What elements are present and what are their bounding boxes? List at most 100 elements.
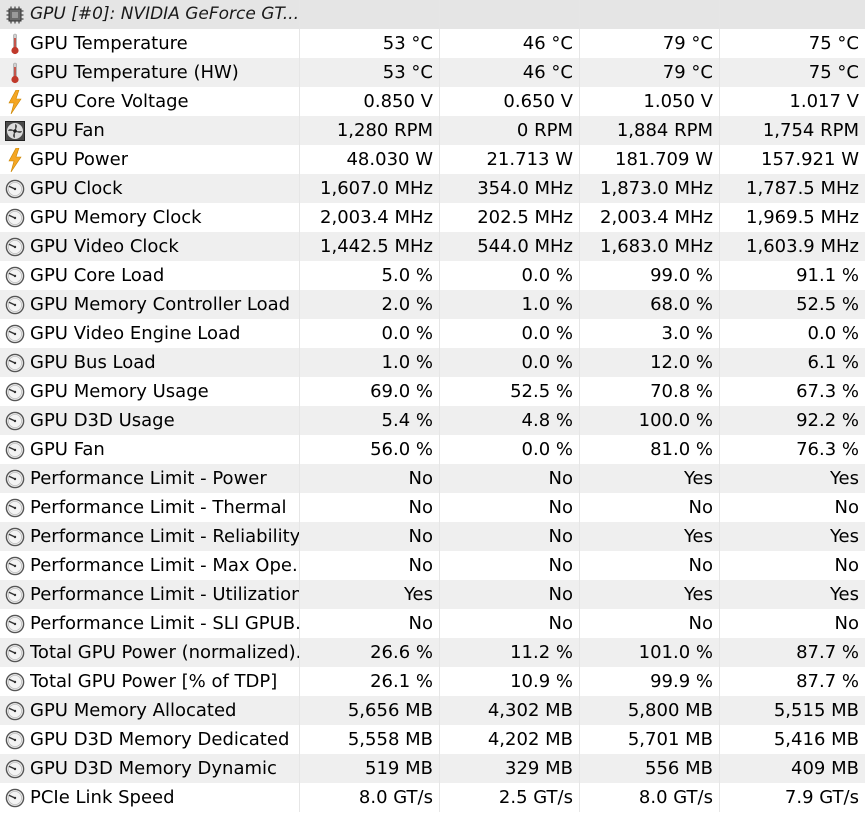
sensor-row[interactable]: GPU Video Engine Load 0.0 % 0.0 % 3.0 % 0.0 … xyxy=(0,319,865,348)
sensor-name-cell[interactable]: GPU Video Engine Load xyxy=(0,319,300,348)
current-value-cell: 1.0 % xyxy=(300,348,440,377)
current-value-cell: 53 °C xyxy=(300,58,440,87)
sensor-name-cell[interactable]: GPU Memory Clock xyxy=(0,203,300,232)
sensor-row[interactable]: GPU Memory Controller Load 2.0 % 1.0 % 68.0… xyxy=(0,290,865,319)
sensor-name-cell[interactable]: Total GPU Power (normalized)... xyxy=(0,638,300,667)
current-value-cell: 0.0 % xyxy=(300,319,440,348)
min-value-cell: 10.9 % xyxy=(440,667,580,696)
sensor-row[interactable]: GPU Core Voltage 0.850 V 0.650 V 1.050 V 1.0… xyxy=(0,87,865,116)
gauge-icon xyxy=(4,700,26,722)
average-value-cell: 76.3 % xyxy=(720,435,865,464)
sensor-name-cell[interactable]: GPU Clock xyxy=(0,174,300,203)
sensor-row[interactable]: GPU D3D Usage 5.4 % 4.8 % 100.0 % 92.2 % xyxy=(0,406,865,435)
sensor-row[interactable]: Performance Limit - Utilization Yes No Yes Y… xyxy=(0,580,865,609)
gauge-icon xyxy=(4,497,26,519)
min-value-cell: 0.0 % xyxy=(440,319,580,348)
sensor-name-cell[interactable]: GPU Memory Allocated xyxy=(0,696,300,725)
sensor-row[interactable]: PCIe Link Speed 8.0 GT/s 2.5 GT/s 8.0 GT/s 7… xyxy=(0,783,865,812)
current-value-cell: 26.1 % xyxy=(300,667,440,696)
sensor-row[interactable]: GPU Memory Allocated 5,656 MB 4,302 MB 5,80… xyxy=(0,696,865,725)
sensor-name-cell[interactable]: Performance Limit - Thermal xyxy=(0,493,300,522)
sensor-name-cell[interactable]: Performance Limit - Max Ope... xyxy=(0,551,300,580)
min-value-cell: 4,202 MB xyxy=(440,725,580,754)
sensor-name-cell[interactable]: GPU Memory Controller Load xyxy=(0,290,300,319)
sensor-name-cell[interactable]: GPU D3D Memory Dedicated xyxy=(0,725,300,754)
sensor-label: Total GPU Power [% of TDP] xyxy=(30,671,278,692)
min-value-cell: No xyxy=(440,522,580,551)
gauge-icon xyxy=(4,323,26,345)
sensor-name-cell[interactable]: GPU Core Voltage xyxy=(0,87,300,116)
device-name-cell[interactable]: GPU [#0]: NVIDIA GeForce GT... xyxy=(0,0,300,29)
average-value-cell: 1,969.5 MHz xyxy=(720,203,865,232)
sensor-name-cell[interactable]: Performance Limit - Utilization xyxy=(0,580,300,609)
gauge-icon xyxy=(4,613,26,635)
sensor-label: PCIe Link Speed xyxy=(30,787,175,808)
device-header-row[interactable]: GPU [#0]: NVIDIA GeForce GT... xyxy=(0,0,865,29)
lightning-icon xyxy=(4,147,26,172)
sensor-row[interactable]: Performance Limit - SLI GPUB... No No No No xyxy=(0,609,865,638)
current-value-cell: 5.0 % xyxy=(300,261,440,290)
max-value-cell: 99.0 % xyxy=(580,261,720,290)
gauge-icon xyxy=(4,410,26,432)
sensor-name-cell[interactable]: GPU D3D Usage xyxy=(0,406,300,435)
sensor-name-cell[interactable]: GPU Bus Load xyxy=(0,348,300,377)
sensor-name-cell[interactable]: GPU Core Load xyxy=(0,261,300,290)
sensor-row[interactable]: Performance Limit - Power No No Yes Yes xyxy=(0,464,865,493)
sensor-name-cell[interactable]: GPU D3D Memory Dynamic xyxy=(0,754,300,783)
sensor-label: Performance Limit - Reliability... xyxy=(30,526,299,547)
average-value-cell: 67.3 % xyxy=(720,377,865,406)
min-value-cell: 2.5 GT/s xyxy=(440,783,580,812)
sensor-name-cell[interactable]: Total GPU Power [% of TDP] xyxy=(0,667,300,696)
sensor-row[interactable]: GPU Temperature 53 °C 46 °C 79 °C 75 °C xyxy=(0,29,865,58)
sensor-row[interactable]: GPU Fan 1,280 RPM 0 RPM 1,884 RPM 1,754 RPM xyxy=(0,116,865,145)
thermometer-icon xyxy=(4,62,26,84)
min-value-cell: No xyxy=(440,551,580,580)
sensor-label: GPU Fan xyxy=(30,120,105,141)
sensor-name-cell[interactable]: Performance Limit - Reliability... xyxy=(0,522,300,551)
sensor-row[interactable]: GPU Memory Clock 2,003.4 MHz 202.5 MHz 2,00… xyxy=(0,203,865,232)
gauge-icon xyxy=(4,758,26,780)
average-value-cell: 409 MB xyxy=(720,754,865,783)
sensor-row[interactable]: Total GPU Power [% of TDP] 26.1 % 10.9 % 99… xyxy=(0,667,865,696)
sensor-name-cell[interactable]: GPU Fan xyxy=(0,116,300,145)
sensor-label: GPU Temperature xyxy=(30,33,188,54)
max-value-cell: 101.0 % xyxy=(580,638,720,667)
sensor-row[interactable]: GPU Clock 1,607.0 MHz 354.0 MHz 1,873.0 MHz… xyxy=(0,174,865,203)
sensor-row[interactable]: GPU Fan 56.0 % 0.0 % 81.0 % 76.3 % xyxy=(0,435,865,464)
sensor-row[interactable]: Total GPU Power (normalized)... 26.6 % 11.… xyxy=(0,638,865,667)
sensor-row[interactable]: GPU D3D Memory Dynamic 519 MB 329 MB 556 MB… xyxy=(0,754,865,783)
sensor-name-cell[interactable]: GPU Fan xyxy=(0,435,300,464)
max-value-cell: No xyxy=(580,551,720,580)
sensor-name-cell[interactable]: GPU Temperature (HW) xyxy=(0,58,300,87)
sensor-row[interactable]: GPU Power 48.030 W 21.713 W 181.709 W 157.92… xyxy=(0,145,865,174)
sensor-label: GPU D3D Usage xyxy=(30,410,175,431)
sensor-row[interactable]: Performance Limit - Thermal No No No No xyxy=(0,493,865,522)
sensor-row[interactable]: GPU Temperature (HW) 53 °C 46 °C 79 °C 75 °C xyxy=(0,58,865,87)
sensor-row[interactable]: GPU Video Clock 1,442.5 MHz 544.0 MHz 1,683… xyxy=(0,232,865,261)
sensor-row[interactable]: GPU Core Load 5.0 % 0.0 % 99.0 % 91.1 % xyxy=(0,261,865,290)
sensor-name-cell[interactable]: GPU Power xyxy=(0,145,300,174)
sensor-name-cell[interactable]: PCIe Link Speed xyxy=(0,783,300,812)
sensor-row[interactable]: GPU D3D Memory Dedicated 5,558 MB 4,202 MB… xyxy=(0,725,865,754)
average-value-cell: No xyxy=(720,609,865,638)
sensor-row[interactable]: Performance Limit - Reliability... No No Ye… xyxy=(0,522,865,551)
sensor-name-cell[interactable]: GPU Memory Usage xyxy=(0,377,300,406)
sensor-name-cell[interactable]: Performance Limit - SLI GPUB... xyxy=(0,609,300,638)
current-value-cell: No xyxy=(300,493,440,522)
max-value-cell: 79 °C xyxy=(580,29,720,58)
max-value-cell: 3.0 % xyxy=(580,319,720,348)
average-value-cell: 1,754 RPM xyxy=(720,116,865,145)
sensor-row[interactable]: GPU Bus Load 1.0 % 0.0 % 12.0 % 6.1 % xyxy=(0,348,865,377)
sensor-row[interactable]: GPU Memory Usage 69.0 % 52.5 % 70.8 % 67.3 % xyxy=(0,377,865,406)
current-value-cell: 26.6 % xyxy=(300,638,440,667)
sensor-name-cell[interactable]: Performance Limit - Power xyxy=(0,464,300,493)
gauge-icon xyxy=(4,381,26,403)
average-value-cell: Yes xyxy=(720,580,865,609)
average-value-cell: 6.1 % xyxy=(720,348,865,377)
sensor-label: GPU Core Voltage xyxy=(30,91,189,112)
sensor-row[interactable]: Performance Limit - Max Ope... No No No No xyxy=(0,551,865,580)
sensor-label: Performance Limit - Max Ope... xyxy=(30,555,299,576)
sensor-label: GPU Video Clock xyxy=(30,236,179,257)
sensor-name-cell[interactable]: GPU Temperature xyxy=(0,29,300,58)
sensor-name-cell[interactable]: GPU Video Clock xyxy=(0,232,300,261)
